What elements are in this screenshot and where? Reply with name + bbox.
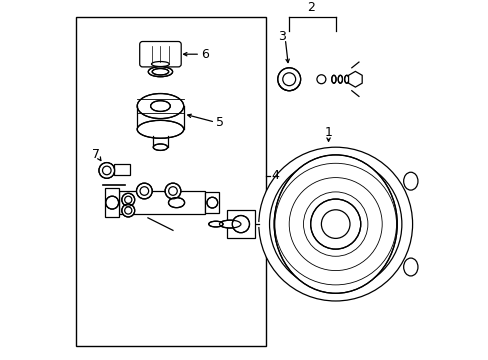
Polygon shape	[114, 164, 130, 175]
Polygon shape	[205, 192, 219, 213]
Ellipse shape	[274, 155, 396, 293]
Circle shape	[105, 196, 119, 209]
Ellipse shape	[168, 198, 184, 208]
Text: 6: 6	[201, 48, 209, 61]
Ellipse shape	[219, 220, 241, 228]
Circle shape	[277, 68, 300, 91]
Ellipse shape	[331, 75, 335, 83]
Circle shape	[232, 216, 249, 233]
Circle shape	[258, 147, 412, 301]
Polygon shape	[105, 188, 119, 217]
Ellipse shape	[150, 101, 170, 112]
Ellipse shape	[152, 68, 168, 75]
Text: 2: 2	[306, 1, 314, 14]
Ellipse shape	[403, 258, 417, 276]
Text: 7: 7	[92, 148, 100, 161]
Polygon shape	[348, 71, 362, 87]
Ellipse shape	[151, 62, 169, 67]
Circle shape	[206, 197, 217, 208]
Ellipse shape	[344, 75, 348, 83]
Text: 4: 4	[271, 169, 279, 182]
Ellipse shape	[403, 172, 417, 190]
Circle shape	[122, 193, 134, 206]
Circle shape	[310, 199, 360, 249]
Ellipse shape	[137, 94, 183, 118]
Circle shape	[136, 183, 152, 199]
FancyBboxPatch shape	[140, 41, 181, 67]
Circle shape	[99, 163, 114, 178]
Text: 3: 3	[277, 30, 285, 43]
Ellipse shape	[338, 75, 342, 83]
Bar	[76, 17, 265, 346]
Polygon shape	[226, 210, 255, 238]
Ellipse shape	[208, 221, 223, 227]
Bar	[119, 191, 205, 214]
Text: 5: 5	[215, 116, 224, 129]
Ellipse shape	[148, 67, 172, 77]
Ellipse shape	[137, 120, 183, 138]
Text: 1: 1	[324, 126, 332, 139]
Circle shape	[165, 183, 181, 199]
Circle shape	[122, 204, 134, 217]
Ellipse shape	[316, 75, 325, 84]
Ellipse shape	[153, 144, 167, 150]
